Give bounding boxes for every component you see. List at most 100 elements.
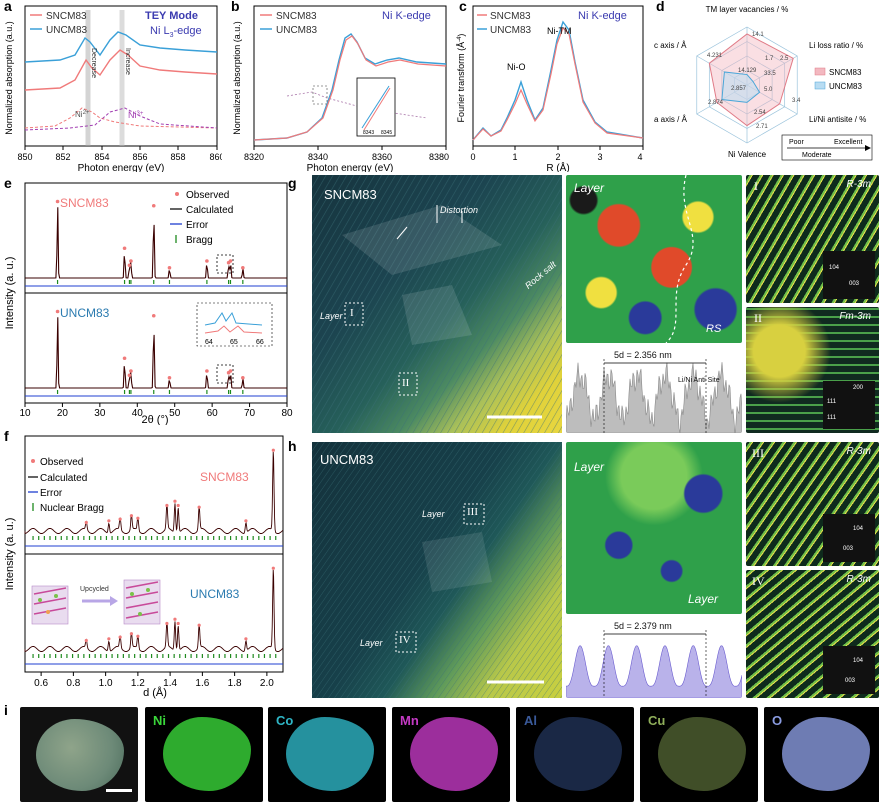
xtick: 860: [209, 152, 222, 162]
layer-label: Layer: [422, 509, 445, 519]
observed-point: [84, 520, 88, 525]
xtick: 852: [55, 152, 70, 162]
observed-point: [271, 448, 275, 452]
line-profile-sncm83: 5d = 2.356 nm Li/Ni Anti Site: [566, 347, 742, 433]
hrtem-image-sncm83: SNCM83 Distortion Rock salt Layer I II: [312, 175, 562, 433]
calculated-curve: [25, 317, 287, 389]
map-layer-label: Layer: [574, 460, 605, 474]
panel-label-e: e: [4, 175, 12, 191]
calculated-curve: [25, 207, 287, 279]
spot-label: 111: [827, 399, 837, 405]
observed-point: [173, 499, 177, 503]
eds-element-label: Al: [524, 713, 537, 728]
annotation-ni-o: Ni-O: [507, 62, 526, 72]
eds-map-co: Co: [268, 707, 386, 802]
eds-particle: [534, 717, 622, 791]
observed-point: [241, 266, 245, 270]
strain-map-sncm83: Layer RS: [566, 175, 742, 343]
observed-point: [107, 519, 111, 523]
xtick: 850: [17, 152, 32, 162]
antisite-label: Li/Ni Anti Site: [678, 377, 720, 384]
space-group-label: R-3m: [846, 574, 871, 585]
calculated-curve: [24, 569, 284, 653]
observed-point: [228, 259, 233, 263]
eds-element-label: O: [772, 713, 783, 728]
observed-point: [55, 199, 60, 204]
eds-element-label: Co: [276, 713, 294, 728]
particle-shape: [36, 719, 124, 791]
observed-point: [129, 259, 133, 263]
xtick: 3: [597, 152, 602, 162]
radar-axis-label: Ni Valence: [728, 150, 767, 159]
spot-label: 104: [853, 658, 864, 664]
panel-label-g: g: [288, 175, 297, 191]
radar-value: 2.5: [780, 56, 789, 62]
eds-element-label: Ni: [153, 713, 166, 728]
observed-point: [129, 514, 134, 518]
radar-axis-label: Li loss ratio / %: [809, 41, 863, 50]
xtick: 854: [94, 152, 109, 162]
xtick: 4: [637, 152, 642, 162]
observed-point: [84, 638, 88, 643]
eds-particle: [163, 717, 251, 791]
inset-tick: 66: [256, 339, 264, 346]
observed-point: [241, 376, 245, 380]
xtick-label: 0.6: [34, 678, 48, 689]
legend-observed: Observed: [186, 190, 229, 201]
panel-b-chart: 8343 8345 8320 8340 8360 8380 Photon ene…: [232, 5, 449, 174]
observed-point: [205, 369, 209, 373]
xtick-label: 1.6: [195, 678, 209, 689]
radar-series-uncm: [721, 71, 761, 103]
calculated-curve: [24, 451, 284, 535]
spot-label: 111: [827, 415, 837, 421]
sample-label: UNCM83: [320, 452, 374, 467]
legend-sncm: SNCM83: [46, 11, 87, 22]
x-axis-label: R (Å): [546, 161, 569, 172]
xtick-label: 1.2: [131, 678, 145, 689]
xtick: 856: [132, 152, 147, 162]
fft-region-label: II: [754, 311, 762, 325]
panel-label-c: c: [459, 0, 467, 14]
observed-point: [244, 519, 248, 523]
legend-observed: Observed: [40, 457, 83, 468]
region-label-3: III: [467, 506, 478, 518]
annotation-decrease: Decrease: [90, 48, 97, 78]
fft-panel-3: III R-3m 104 003: [746, 442, 879, 566]
legend-calculated: Calculated: [40, 473, 87, 484]
observed-point: [228, 369, 233, 373]
xtick-label: 70: [244, 408, 256, 419]
xtick-label: 0.8: [66, 678, 80, 689]
fft-panel-1: I R-3m 104 003: [746, 175, 879, 303]
diffraction-pattern: 104 003: [823, 251, 875, 299]
observed-point: [129, 369, 133, 373]
diffraction-pattern: 200 111 111: [823, 381, 875, 429]
observed-point: [122, 356, 127, 361]
radar-value: 3.4: [792, 98, 801, 104]
observed-point: [55, 309, 60, 314]
eds-map-al: Al: [516, 707, 634, 802]
eds-element-label: Cu: [648, 713, 666, 728]
panel-label-f: f: [4, 428, 9, 444]
ni3-label: Ni3+: [128, 110, 144, 120]
region-label-1: I: [350, 307, 354, 319]
region-label-4: IV: [399, 634, 411, 646]
panel-label-a: a: [4, 0, 12, 14]
xtick-label: 1.4: [163, 678, 177, 689]
observed-point: [118, 635, 122, 639]
radar-value: 14.129: [738, 68, 757, 74]
map-layer-label: Layer: [688, 592, 719, 606]
eds-particle: [658, 717, 746, 791]
legend-sncm: SNCM83: [490, 11, 531, 22]
panel-d-radar: TM layer vacancies / % Li loss ratio / %…: [654, 5, 873, 161]
y-axis-label: Normalized absorption (a.u.): [232, 21, 242, 135]
radar-value: 1.7: [765, 56, 774, 62]
legend-calculated: Calculated: [186, 205, 233, 216]
legend-error: Error: [186, 220, 209, 231]
observed-point: [118, 517, 122, 521]
line-profile-uncm83: 5d = 2.379 nm: [566, 618, 742, 698]
xtick-label: 1.0: [99, 678, 113, 689]
panel-label-b: b: [231, 0, 240, 14]
radar-value: 5.0: [764, 87, 773, 93]
sample-label: SNCM83: [324, 187, 377, 202]
chart-title: Ni K-edge: [578, 10, 627, 22]
